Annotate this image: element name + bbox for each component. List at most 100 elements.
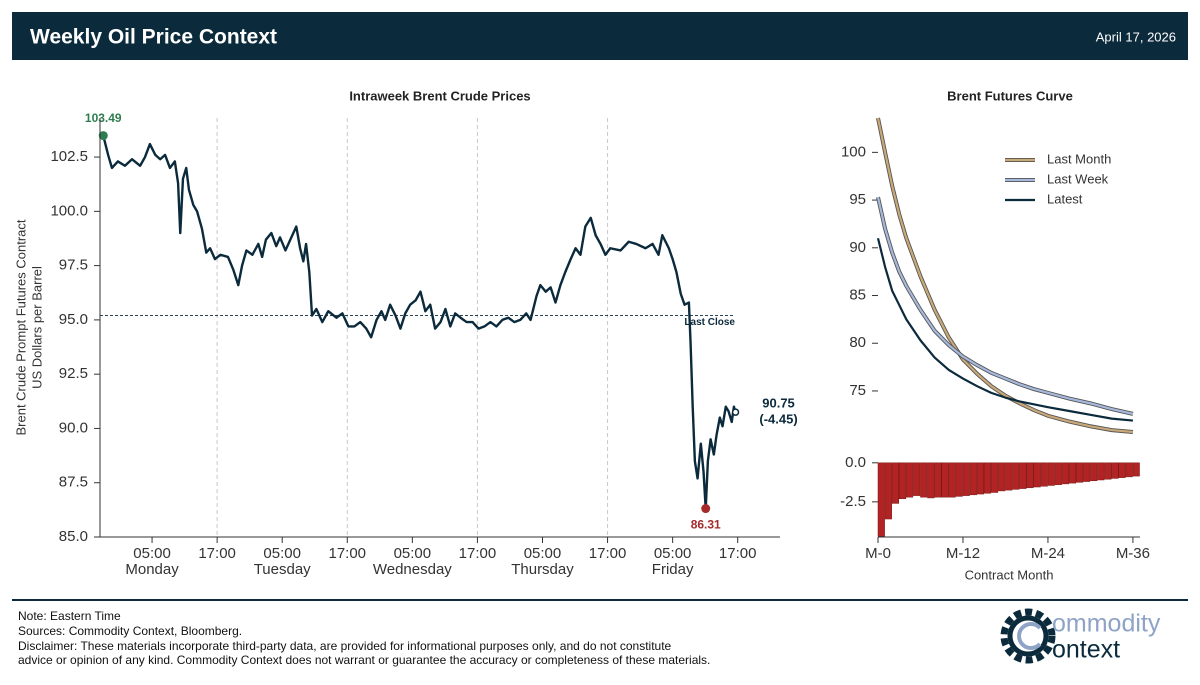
x-day-label: Tuesday — [254, 561, 311, 578]
y-tick-label: 85.0 — [59, 528, 88, 545]
y-tick-label: 90.0 — [59, 419, 88, 436]
bar — [1026, 462, 1034, 489]
bar — [884, 462, 892, 520]
logo: ommodity ontext — [1000, 608, 1161, 664]
y-axis-label: Brent Crude Prompt Futures Contract — [13, 219, 28, 435]
legend-label: Last Week — [1047, 171, 1109, 186]
reference-label: Last Close — [684, 317, 735, 328]
bar — [1012, 462, 1020, 490]
x-axis-label: Contract Month — [965, 567, 1054, 582]
low-marker — [701, 504, 711, 514]
x-tick-label: M-0 — [865, 545, 891, 562]
legend-label: Latest — [1047, 191, 1083, 206]
bar — [1076, 462, 1084, 483]
x-day-label: Thursday — [511, 561, 574, 578]
bar — [998, 462, 1006, 492]
bar — [955, 462, 963, 497]
bar — [934, 462, 942, 498]
x-tick-label: 17:00 — [328, 545, 366, 562]
bar — [927, 462, 935, 499]
y-tick-label: 75 — [849, 382, 866, 399]
change-label: (-4.45) — [759, 412, 797, 427]
y-tick-label: 90 — [849, 239, 866, 256]
header-title: Weekly Oil Price Context — [30, 26, 277, 49]
bar — [1019, 462, 1027, 489]
x-tick-label: 05:00 — [133, 545, 171, 562]
y-tick-label: 92.5 — [59, 365, 88, 382]
x-day-label: Monday — [125, 561, 179, 578]
legend-label: Last Month — [1047, 151, 1111, 166]
footer-disclaimer: Disclaimer: These materials incorporate … — [18, 639, 672, 653]
header-date: April 17, 2026 — [1096, 29, 1176, 44]
series-line — [876, 117, 1134, 434]
last-label: 90.75 — [762, 396, 795, 411]
x-tick-label: 05:00 — [394, 545, 432, 562]
x-tick-label: 17:00 — [459, 545, 497, 562]
bar — [891, 462, 900, 504]
y-tick-label: 102.5 — [50, 148, 88, 165]
x-day-label: Friday — [652, 561, 694, 578]
bar — [1090, 462, 1098, 482]
header-band — [12, 12, 1188, 60]
bar — [1005, 462, 1013, 491]
y-tick-label: 100.0 — [50, 202, 88, 219]
x-tick-label: 05:00 — [263, 545, 301, 562]
x-tick-label: 17:00 — [198, 545, 236, 562]
footer-note: Note: Eastern Time — [18, 609, 121, 623]
bar — [877, 462, 885, 537]
y-axis-label: US Dollars per Barrel — [29, 266, 44, 389]
y-tick-label: 85 — [849, 286, 866, 303]
series-line — [102, 135, 737, 510]
bar — [941, 462, 949, 498]
series-outline — [876, 196, 1134, 416]
chart-title: Brent Futures Curve — [947, 88, 1073, 103]
logo-text: ontext — [1052, 636, 1120, 664]
high-marker — [98, 131, 108, 141]
bar — [962, 462, 970, 496]
y-tick-label: -2.5 — [840, 493, 866, 510]
bar — [1083, 462, 1091, 482]
x-tick-label: 05:00 — [654, 545, 692, 562]
bar — [1104, 462, 1112, 480]
high-label: 103.49 — [85, 111, 122, 125]
y-tick-label: 0.0 — [845, 454, 866, 471]
series-line — [876, 196, 1134, 415]
last-marker — [731, 408, 740, 416]
x-tick-label: M-24 — [1031, 545, 1065, 562]
low-label: 86.31 — [691, 518, 721, 532]
y-tick-label: 97.5 — [59, 257, 88, 274]
bar — [1033, 462, 1041, 488]
x-tick-label: M-36 — [1116, 545, 1150, 562]
x-tick-label: 05:00 — [524, 545, 562, 562]
bar — [898, 462, 907, 499]
bar — [1040, 462, 1048, 487]
x-tick-label: M-12 — [946, 545, 980, 562]
x-tick-label: 17:00 — [719, 545, 757, 562]
logo-gear — [1007, 615, 1049, 657]
bar — [1047, 462, 1055, 486]
footer-disclaimer: advice or opinion of any kind. Commodity… — [18, 653, 710, 667]
bar — [1097, 462, 1105, 481]
y-tick-label: 80 — [849, 334, 866, 351]
bar — [1068, 462, 1077, 484]
bar — [991, 462, 999, 493]
series-line — [876, 237, 1134, 422]
logo-gear — [1000, 608, 1056, 664]
bar — [1054, 462, 1062, 485]
bar — [906, 462, 914, 498]
x-day-label: Wednesday — [373, 561, 452, 578]
bar — [1118, 462, 1126, 478]
y-tick-label: 87.5 — [59, 474, 88, 491]
logo-text: ommodity — [1052, 610, 1161, 638]
bar — [1061, 462, 1069, 485]
x-tick-label: 17:00 — [589, 545, 627, 562]
chart-title: Intraweek Brent Crude Prices — [349, 88, 530, 103]
y-tick-label: 95 — [849, 191, 866, 208]
bar — [948, 462, 956, 498]
footer-sources: Sources: Commodity Context, Bloomberg. — [18, 624, 242, 638]
y-tick-label: 95.0 — [59, 311, 88, 328]
bar — [1132, 462, 1140, 477]
bar — [976, 462, 984, 495]
bar — [983, 462, 992, 494]
